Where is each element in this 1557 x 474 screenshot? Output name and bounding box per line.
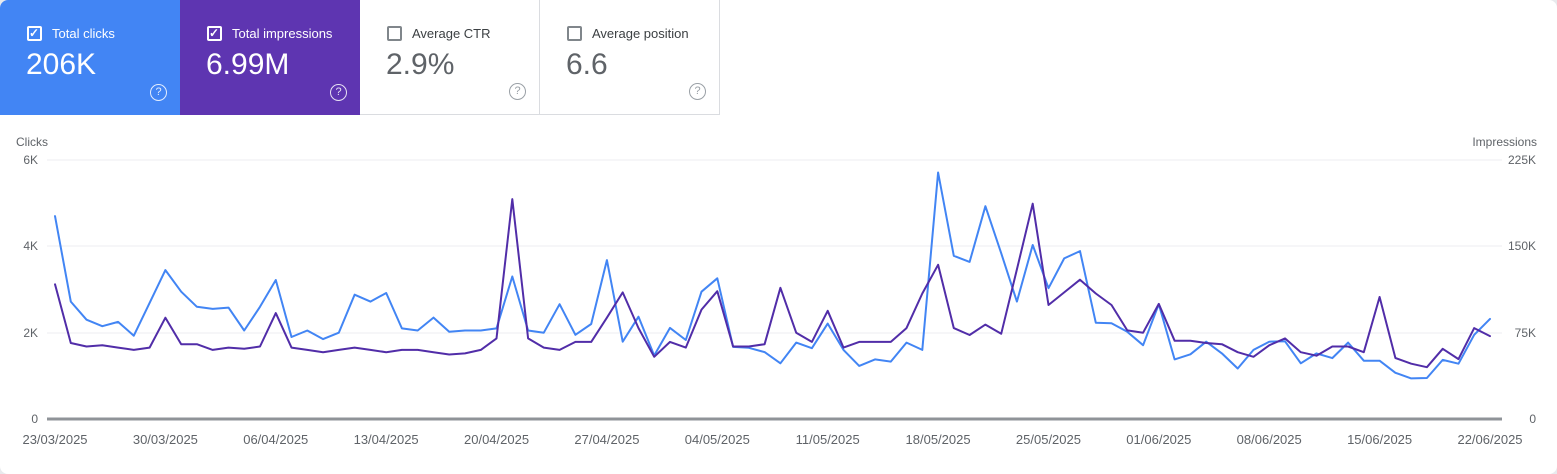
left-axis-tick: 6K: [23, 153, 38, 167]
right-axis-tick: 225K: [1507, 153, 1536, 167]
help-icon[interactable]: ?: [330, 84, 347, 101]
left-axis-title: Clicks: [16, 135, 48, 149]
card-total-clicks[interactable]: Total clicks 206K ?: [0, 0, 180, 115]
left-axis-tick: 0: [31, 412, 38, 426]
help-icon[interactable]: ?: [150, 84, 167, 101]
right-axis-tick: 0: [1529, 412, 1536, 426]
checkbox-icon[interactable]: [387, 26, 402, 41]
help-icon[interactable]: ?: [509, 83, 526, 100]
x-axis-label: 27/04/2025: [574, 432, 640, 447]
x-axis-label: 22/06/2025: [1457, 432, 1523, 447]
card-label: Average position: [592, 26, 689, 41]
x-axis-label: 04/05/2025: [684, 432, 750, 447]
left-axis-tick: 2K: [23, 326, 38, 340]
card-value: 206K: [26, 48, 97, 81]
checkbox-icon[interactable]: [27, 26, 42, 41]
card-label: Total impressions: [232, 26, 333, 41]
x-axis-label: 30/03/2025: [132, 432, 198, 447]
x-axis-label: 01/06/2025: [1126, 432, 1192, 447]
line-chart[interactable]: [0, 130, 1557, 460]
clicks-line: [54, 171, 1491, 380]
card-average-ctr[interactable]: Average CTR 2.9% ?: [360, 0, 540, 115]
x-axis-label: 08/06/2025: [1236, 432, 1302, 447]
card-label: Average CTR: [412, 26, 491, 41]
x-axis-label: 13/04/2025: [353, 432, 419, 447]
metric-cards-row: Total clicks 206K ? Total impressions 6.…: [0, 0, 1557, 115]
x-axis-label: 18/05/2025: [905, 432, 971, 447]
x-axis-label: 25/05/2025: [1015, 432, 1081, 447]
help-icon[interactable]: ?: [689, 83, 706, 100]
impressions-line: [54, 198, 1491, 369]
card-label: Total clicks: [52, 26, 115, 41]
x-axis-label: 06/04/2025: [243, 432, 309, 447]
card-value: 6.99M: [206, 48, 290, 81]
card-value: 2.9%: [386, 48, 455, 81]
card-average-position[interactable]: Average position 6.6 ?: [540, 0, 720, 115]
right-axis-title: Impressions: [1472, 135, 1537, 149]
right-axis-tick: 150K: [1507, 239, 1536, 253]
x-axis-label: 23/03/2025: [22, 432, 88, 447]
x-axis-label: 20/04/2025: [463, 432, 530, 447]
checkbox-icon[interactable]: [567, 26, 582, 41]
left-axis-tick: 4K: [23, 239, 38, 253]
x-axis-label: 11/05/2025: [795, 432, 860, 447]
right-axis-tick: 75K: [1514, 326, 1536, 340]
card-value: 6.6: [566, 48, 608, 81]
checkbox-icon[interactable]: [207, 26, 222, 41]
card-total-impressions[interactable]: Total impressions 6.99M ?: [180, 0, 360, 115]
x-axis-label: 15/06/2025: [1347, 432, 1413, 447]
